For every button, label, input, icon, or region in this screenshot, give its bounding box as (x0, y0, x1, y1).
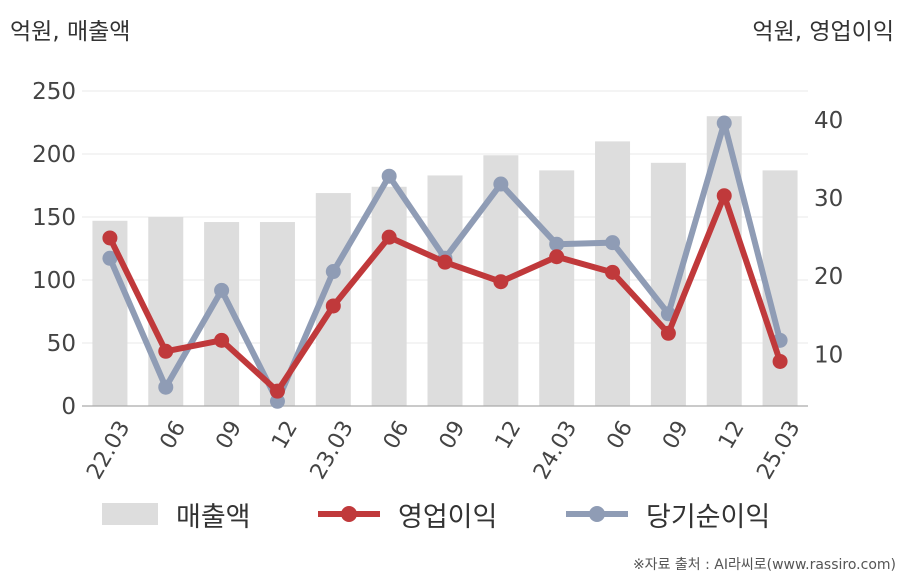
x-axis-tick-label: 06 (379, 417, 415, 454)
point-operating-profit (158, 343, 174, 359)
bar-revenue (650, 162, 686, 406)
right-axis-unit: 억원, 영업이익 (752, 19, 894, 45)
x-axis-tick-label: 22.03 (82, 417, 135, 484)
point-operating-profit (493, 274, 509, 290)
x-axis-tick-label: 09 (211, 417, 247, 454)
point-operating-profit (605, 264, 621, 280)
point-net-income (102, 250, 118, 266)
point-operating-profit (716, 188, 732, 204)
x-axis-tick-label: 12 (714, 417, 750, 454)
source-credit: ※자료 출처 : AI라씨로(www.rassiro.com) (632, 557, 896, 573)
x-axis-tick-label: 06 (156, 417, 192, 454)
point-net-income (716, 115, 732, 131)
left-axis-unit: 억원, 매출액 (10, 19, 131, 45)
point-operating-profit (437, 254, 453, 270)
legend-item-revenue: 매출액 (102, 492, 251, 536)
point-operating-profit (325, 298, 341, 314)
point-net-income (493, 176, 509, 192)
legend-item-operating-profit: 영업이익 (318, 492, 497, 536)
x-axis-tick-label: 24.03 (529, 417, 582, 484)
x-axis-tick-label: 09 (435, 417, 471, 454)
point-operating-profit (381, 229, 397, 245)
left-axis-tick-label: 150 (32, 205, 76, 231)
bar-revenue (427, 175, 463, 406)
bar-revenue (92, 220, 128, 406)
left-axis-tick-label: 0 (61, 394, 76, 420)
left-axis-tick-label: 250 (32, 79, 76, 105)
point-operating-profit (269, 383, 285, 399)
x-axis-tick-label: 23.03 (306, 417, 359, 484)
x-axis-tick-label: 25.03 (752, 417, 805, 484)
right-axis-tick-label: 10 (814, 342, 843, 368)
x-axis-tick-label: 06 (602, 417, 638, 454)
left-axis-tick-label: 100 (32, 268, 76, 294)
point-net-income (325, 264, 341, 280)
point-operating-profit (102, 230, 118, 246)
right-axis-tick-label: 20 (814, 264, 843, 290)
bar-revenue (148, 217, 184, 406)
point-net-income (549, 236, 565, 252)
right-axis-tick-label: 40 (814, 108, 843, 134)
x-axis-tick-label: 12 (491, 417, 527, 454)
bar-revenue (371, 186, 407, 406)
point-net-income (381, 168, 397, 184)
x-axis-tick-label: 12 (267, 417, 303, 454)
point-net-income (214, 282, 230, 298)
legend-swatch-revenue (102, 503, 158, 525)
x-axis-tick-label: 09 (658, 417, 694, 454)
legend-label-operating-profit: 영업이익 (398, 501, 498, 533)
point-operating-profit (660, 325, 676, 341)
right-axis-tick-label: 30 (814, 186, 843, 212)
left-axis-tick-label: 50 (47, 331, 76, 357)
point-operating-profit (214, 332, 230, 348)
point-operating-profit (549, 249, 565, 265)
point-net-income (605, 235, 621, 251)
legend-swatch-net-income (566, 503, 628, 525)
legend: 매출액 영업이익 당기순이익 (0, 492, 908, 536)
point-operating-profit (772, 353, 788, 369)
legend-item-net-income: 당기순이익 (566, 492, 770, 536)
legend-label-revenue: 매출액 (176, 501, 251, 533)
bar-revenue (539, 170, 575, 406)
legend-swatch-operating-profit (318, 503, 380, 525)
legend-label-net-income: 당기순이익 (646, 501, 771, 533)
point-net-income (158, 379, 174, 395)
left-axis-tick-label: 200 (32, 142, 76, 168)
